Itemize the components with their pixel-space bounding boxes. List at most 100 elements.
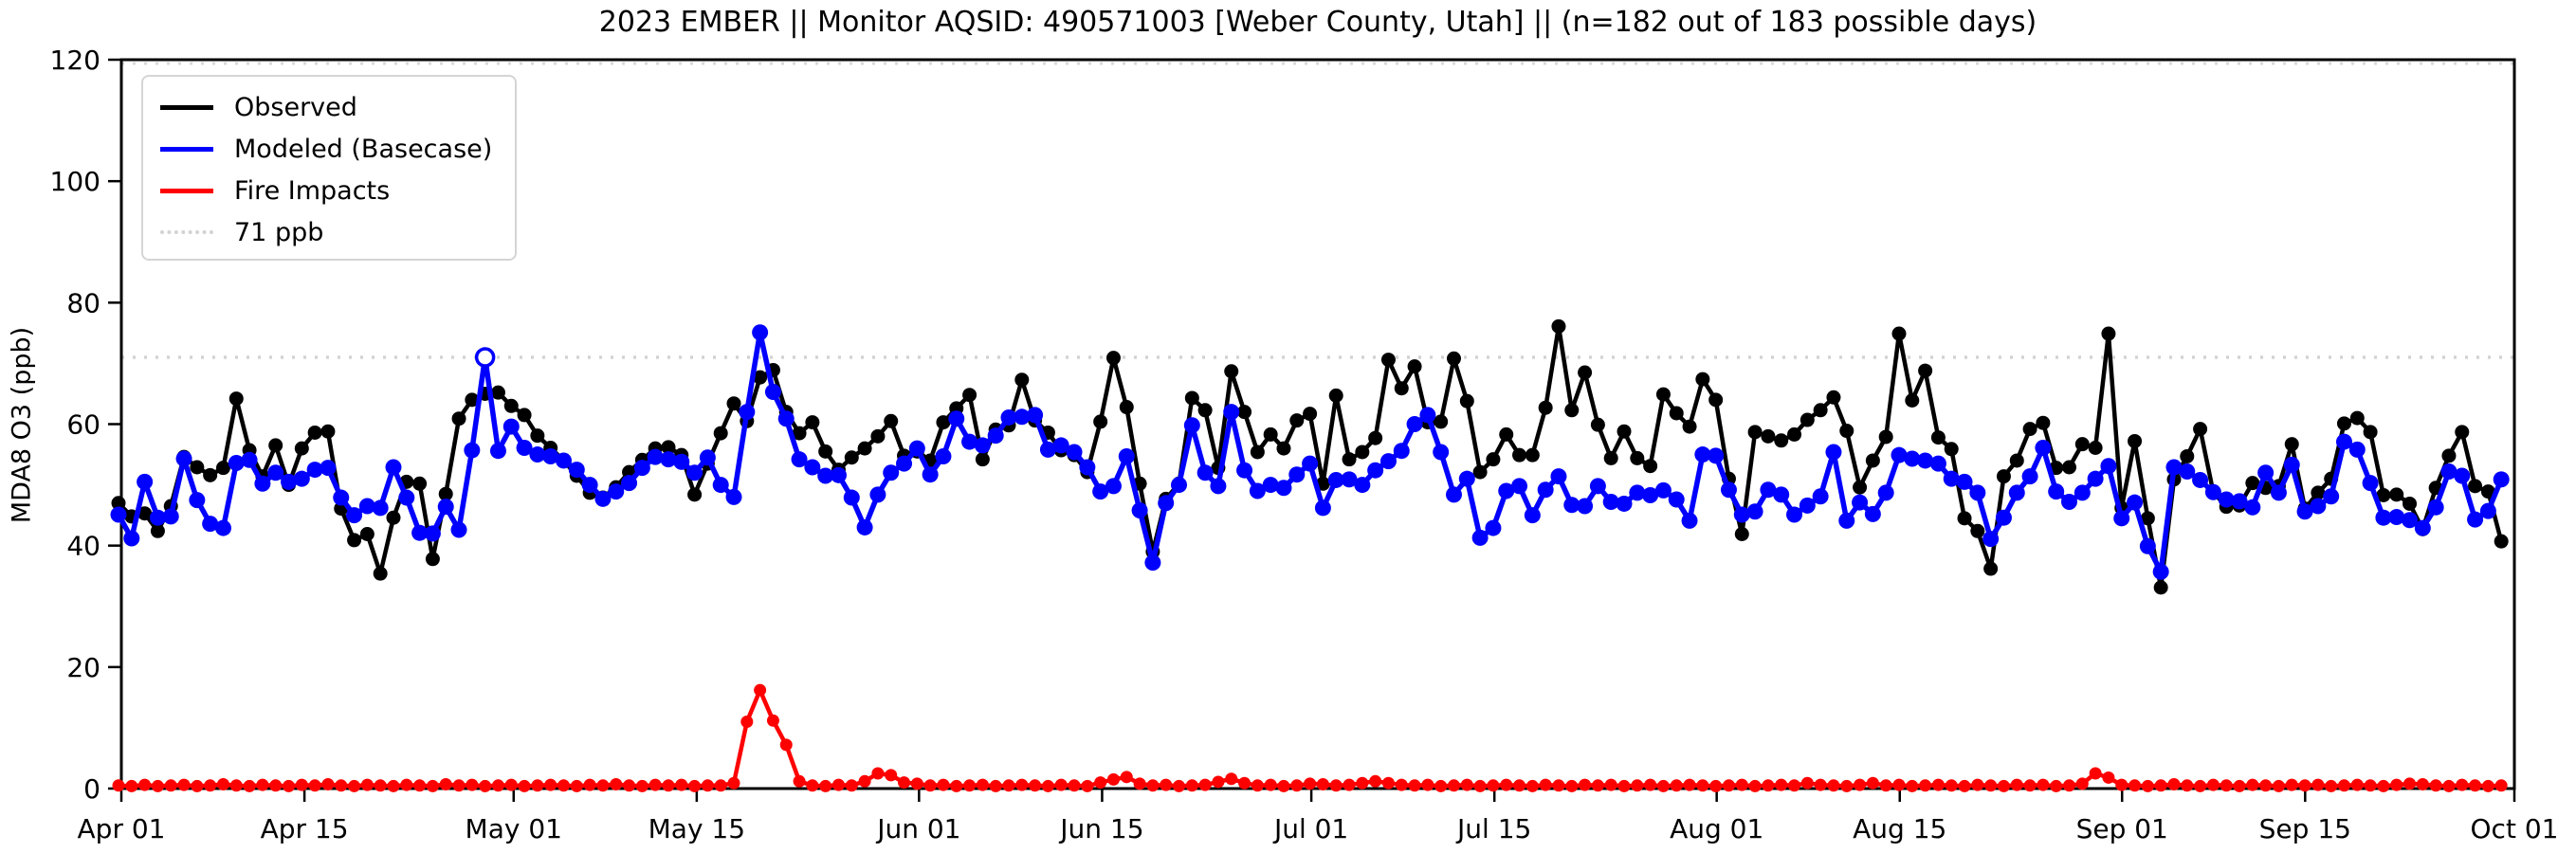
x-tick-label: Aug 15: [1853, 813, 1946, 844]
fire-impacts-marker: [1919, 779, 1932, 792]
modeled-basecase-marker: [2335, 433, 2352, 450]
fire-impacts-marker: [2285, 778, 2298, 791]
modeled-basecase-marker: [450, 521, 467, 538]
fire-impacts-marker: [1068, 779, 1081, 792]
x-tick-label: Apr 01: [78, 813, 166, 844]
fire-impacts-marker: [295, 778, 308, 791]
modeled-basecase-marker: [464, 442, 481, 459]
fire-impacts-marker: [1395, 778, 1408, 791]
modeled-basecase-marker: [2100, 458, 2117, 475]
modeled-basecase-marker: [542, 447, 559, 464]
observed-marker: [438, 486, 453, 501]
fire-impacts-marker: [1173, 779, 1186, 792]
modeled-basecase-marker: [1354, 477, 1371, 494]
observed-marker: [1446, 351, 1461, 366]
modeled-basecase-marker: [883, 464, 900, 481]
fire-impacts-marker: [335, 779, 348, 792]
fire-impacts-marker: [1160, 778, 1173, 791]
modeled-basecase-marker: [1367, 462, 1384, 479]
fire-impacts-marker: [923, 779, 937, 792]
fire-impacts-marker: [413, 779, 427, 792]
fire-impacts-marker: [1617, 779, 1631, 792]
modeled-basecase-marker: [2467, 511, 2484, 528]
modeled-basecase-marker: [2283, 456, 2300, 473]
modeled-basecase-marker: [686, 464, 703, 481]
modeled-basecase-marker: [123, 530, 140, 547]
fire-impacts-marker: [1408, 779, 1421, 792]
modeled-basecase-marker: [1852, 494, 1869, 511]
fire-impacts-marker: [229, 779, 243, 792]
fire-impacts-marker: [1656, 779, 1670, 792]
observed-marker: [1250, 445, 1265, 460]
modeled-basecase-marker: [1079, 459, 1096, 476]
modeled-basecase-marker: [1327, 471, 1344, 488]
modeled-basecase-marker: [2061, 494, 2078, 511]
modeled-basecase-marker: [1288, 466, 1306, 483]
fire-impacts-marker: [1369, 774, 1382, 788]
fire-impacts-marker: [1329, 779, 1343, 792]
fire-impacts-marker: [216, 778, 229, 791]
fire-impacts-marker: [2141, 779, 2154, 792]
observed-marker: [2180, 448, 2195, 463]
modeled-basecase-marker: [1314, 499, 1331, 517]
modeled-basecase-marker: [162, 508, 179, 525]
modeled-basecase-marker: [1419, 407, 1436, 424]
observed-marker: [870, 428, 886, 444]
fire-impacts-marker: [2063, 779, 2076, 792]
modeled-basecase-marker: [2152, 563, 2169, 580]
observed-marker: [1603, 450, 1618, 465]
modeled-basecase-marker: [2165, 459, 2183, 476]
observed-marker: [1813, 403, 1828, 418]
modeled-basecase-marker: [594, 490, 612, 507]
fire-impacts-marker: [688, 779, 702, 792]
fire-impacts-marker: [1487, 779, 1500, 792]
modeled-basecase-marker: [202, 516, 219, 533]
modeled-basecase-marker: [1511, 478, 1528, 495]
fire-impacts-marker: [308, 779, 321, 792]
fire-impacts-marker: [374, 779, 387, 792]
observed-marker: [2389, 487, 2404, 502]
fire-impacts-marker: [1029, 779, 1042, 792]
fire-impacts-marker: [2416, 778, 2429, 791]
fire-impacts-marker: [2298, 779, 2311, 792]
fire-impacts-marker: [426, 779, 439, 792]
modeled-basecase-marker: [935, 447, 952, 464]
observed-marker: [2480, 484, 2495, 499]
modeled-basecase-marker: [1341, 471, 1358, 488]
observed-marker: [805, 415, 820, 430]
modeled-basecase-marker: [2008, 484, 2025, 501]
legend-item-observed: Observed: [143, 86, 515, 128]
fire-impacts-marker: [1343, 778, 1356, 791]
fire-impacts-marker: [1879, 779, 1892, 792]
modeled-basecase-marker: [2244, 499, 2261, 516]
modeled-basecase-marker: [1746, 503, 1763, 520]
observed-marker: [1407, 359, 1422, 374]
observed-marker: [1630, 450, 1645, 465]
modeled-basecase-marker: [1969, 484, 1986, 501]
fire-impacts-marker: [937, 778, 950, 791]
fire-impacts-marker: [360, 778, 374, 791]
modeled-basecase-marker: [1302, 455, 1319, 472]
fire-impacts-marker: [2233, 779, 2246, 792]
observed-marker: [857, 441, 872, 456]
modeled-basecase-marker: [489, 443, 506, 460]
observed-marker: [1996, 469, 2011, 484]
fire-impacts-marker: [1644, 778, 1657, 791]
modeled-basecase-marker: [1982, 531, 2000, 548]
modeled-basecase-marker: [791, 451, 808, 468]
modeled-basecase-marker: [555, 452, 572, 469]
modeled-basecase-marker: [739, 404, 756, 421]
fire-impacts-marker: [1185, 779, 1198, 792]
modeled-basecase-marker: [987, 427, 1004, 445]
modeled-basecase-marker: [673, 453, 690, 470]
fire-impacts-marker: [1762, 779, 1775, 792]
modeled-basecase-marker: [1105, 478, 1122, 495]
modeled-basecase-marker: [1550, 468, 1567, 485]
observed-marker: [203, 467, 218, 482]
observed-marker: [1525, 447, 1540, 463]
observed-marker: [2494, 534, 2509, 549]
modeled-basecase-marker: [908, 440, 925, 457]
fire-impacts-marker: [1513, 779, 1526, 792]
fire-impacts-marker: [2089, 767, 2102, 780]
fire-impacts-marker: [1316, 778, 1329, 791]
